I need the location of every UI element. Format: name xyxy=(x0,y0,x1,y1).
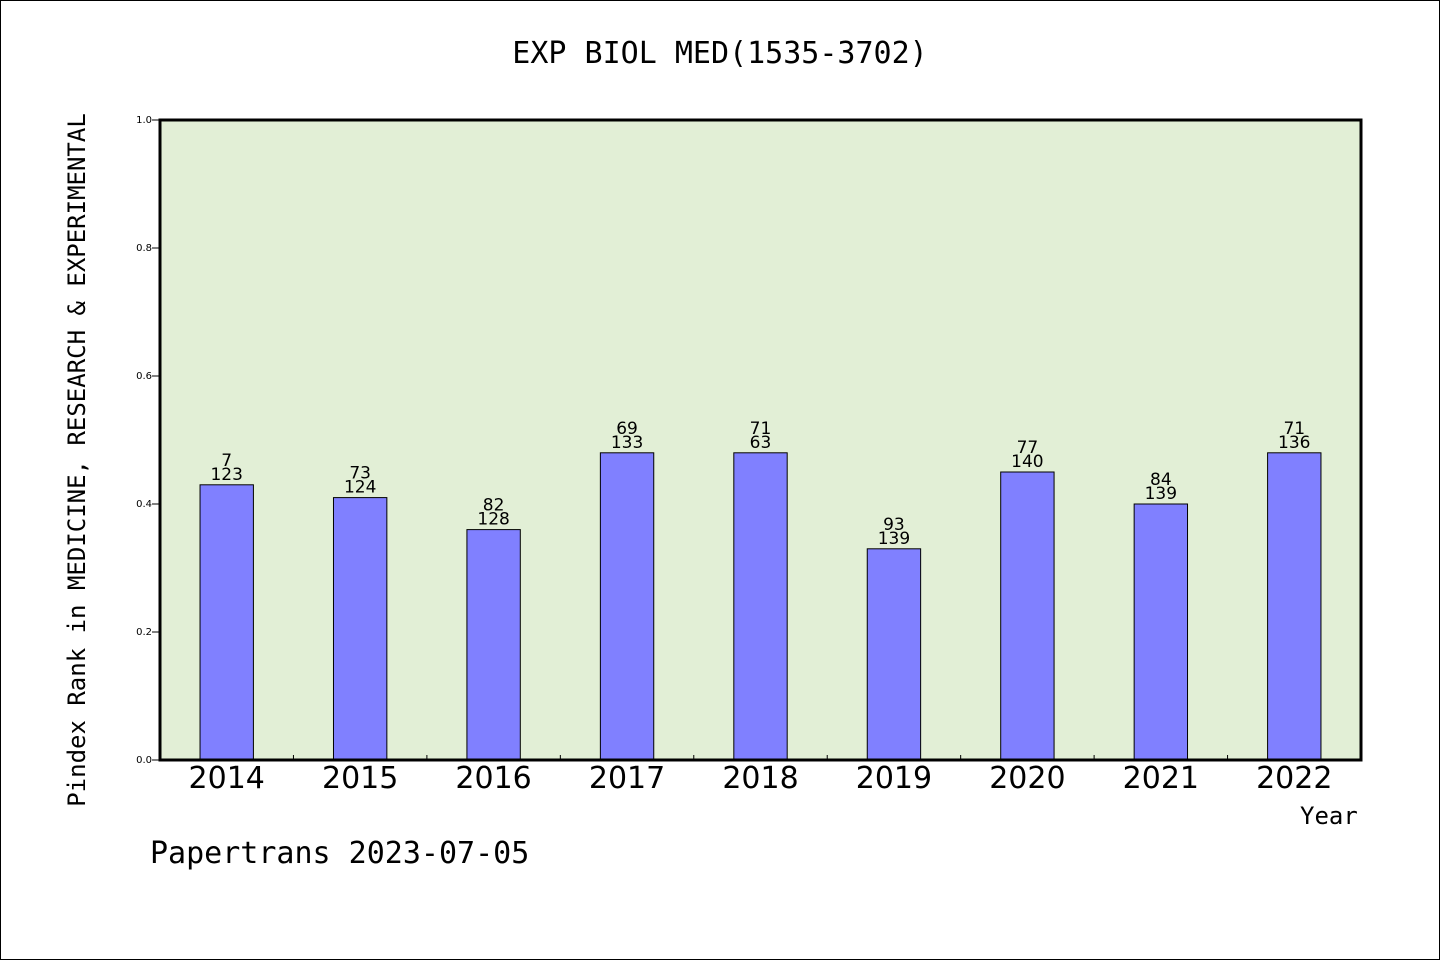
footer-watermark: Papertrans 2023-07-05 xyxy=(150,836,530,871)
bar-total-label: 63 xyxy=(750,433,772,453)
x-tick-label: 2014 xyxy=(189,761,265,796)
x-tick-label: 2017 xyxy=(589,761,665,796)
bar-rank-label: 82 xyxy=(483,496,505,516)
bar-rank-label: 73 xyxy=(349,464,371,484)
plot-border xyxy=(158,118,1363,762)
bar-total-label: 123 xyxy=(210,465,242,485)
x-tick-label: 2016 xyxy=(455,761,531,796)
x-tick-label: 2015 xyxy=(322,761,398,796)
bar-2014 xyxy=(199,484,254,761)
bar-total-label: 124 xyxy=(344,478,376,498)
y-tick-label: 0.4 xyxy=(136,499,152,510)
bar-2021 xyxy=(1133,503,1189,761)
bar-2016 xyxy=(466,529,521,761)
bar-rank-label: 84 xyxy=(1150,470,1172,490)
y-tick-label: 0.6 xyxy=(136,371,152,382)
y-ticks-group: 0.0 0.2 0.4 0.6 0.8 1.0 xyxy=(136,115,160,766)
bar-rank-label: 93 xyxy=(883,515,905,535)
bar-2018 xyxy=(733,452,788,761)
bar-rank-label: 7 xyxy=(221,451,232,471)
x-tick-label: 2019 xyxy=(856,761,932,796)
bar-total-label: 139 xyxy=(878,529,910,549)
bar-rank-label: 71 xyxy=(1283,419,1305,439)
bar-2017 xyxy=(599,452,655,761)
bar-total-label: 136 xyxy=(1278,433,1310,453)
x-tick-label: 2021 xyxy=(1123,761,1199,796)
bar-2019 xyxy=(866,548,922,761)
bar-2022 xyxy=(1267,452,1322,761)
chart-title: EXP BIOL MED(1535-3702) xyxy=(512,36,928,71)
bar-total-label: 128 xyxy=(477,510,509,530)
x-tick-label: 2022 xyxy=(1256,761,1332,796)
bar-rank-label: 77 xyxy=(1017,438,1039,458)
x-tick-label: 2020 xyxy=(989,761,1065,796)
bar-total-label: 133 xyxy=(611,433,643,453)
y-tick-label: 0.0 xyxy=(136,755,152,766)
x-tick-label: 2018 xyxy=(722,761,798,796)
bar-rank-label: 69 xyxy=(616,419,638,439)
x-axis-label: Year xyxy=(1300,802,1358,830)
y-tick-label: 0.2 xyxy=(136,627,152,638)
bar-2015 xyxy=(332,497,388,761)
y-tick-label: 0.8 xyxy=(136,243,152,254)
bar-rank-label: 71 xyxy=(750,419,772,439)
bar-2020 xyxy=(1000,471,1055,761)
x-ticks-group: 2014 2015 2016 2017 2018 2019 2020 2021 2022 xyxy=(189,755,1332,796)
bar-total-label: 139 xyxy=(1145,484,1177,504)
bar-total-label: 140 xyxy=(1011,452,1043,472)
y-tick-label: 1.0 xyxy=(136,115,152,126)
